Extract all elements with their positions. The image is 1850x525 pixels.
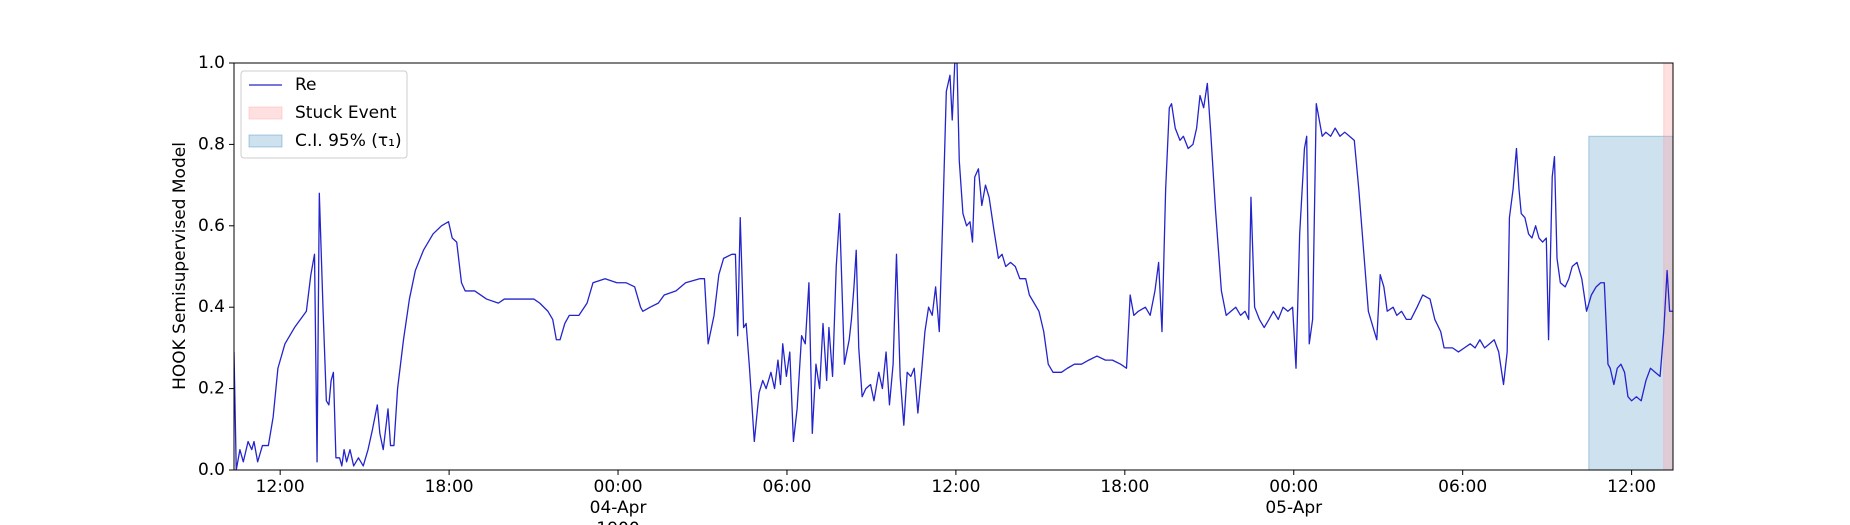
- y-tick-label: 0.6: [198, 216, 225, 236]
- legend-box: [240, 70, 408, 159]
- x-tick-label: 06:00: [1438, 477, 1487, 497]
- axes-frame: [233, 62, 1674, 471]
- plot-area: [234, 63, 1673, 470]
- line: [234, 63, 1673, 470]
- y-axis-label: HOOK Semisupervised Model: [170, 142, 190, 390]
- x-tick-label: 12:00: [256, 477, 305, 497]
- legend-label: Re: [295, 75, 317, 95]
- band: [1663, 63, 1673, 470]
- x-tick-label: 18:00: [1100, 477, 1149, 497]
- legend-label: C.I. 95% (τ₁): [295, 131, 402, 151]
- x-tick-label: 18:00: [425, 477, 474, 497]
- band: [1588, 135, 1673, 470]
- legend: Re Stuck Event C.I. 95% (τ₁): [240, 70, 408, 159]
- x-tick-label: 00:00 05-Apr: [1265, 477, 1322, 518]
- legend-swatch: [248, 106, 283, 120]
- y-tick-label: 0.2: [198, 379, 225, 399]
- y-tick-label: 0.4: [198, 297, 225, 317]
- legend-label: Stuck Event: [295, 103, 397, 123]
- legend-swatch: [248, 134, 283, 148]
- y-tick-label: 0.0: [198, 460, 225, 480]
- x-tick-label: 12:00: [1607, 477, 1656, 497]
- x-tick-label: 06:00: [762, 477, 811, 497]
- y-tick-label: 1.0: [198, 53, 225, 73]
- x-tick-label: 12:00: [931, 477, 980, 497]
- y-tick-label: 0.8: [198, 134, 225, 154]
